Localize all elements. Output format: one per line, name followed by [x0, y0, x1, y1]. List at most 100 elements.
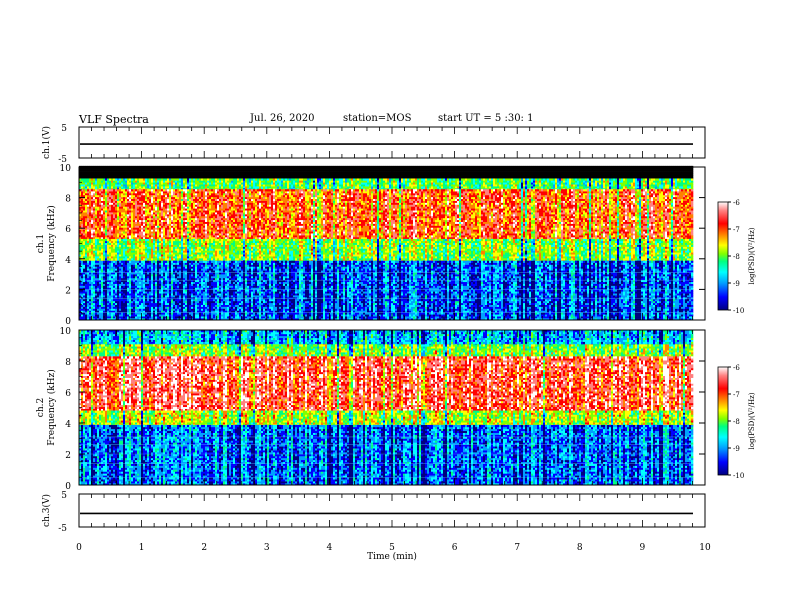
ch1-spectrogram-cell	[95, 172, 97, 174]
ch1-spectrogram-cell	[97, 182, 99, 184]
ch1-spectrogram-cell	[89, 303, 91, 305]
ch1-spectrogram-cell	[89, 299, 91, 301]
ch1-spectrogram-cell	[89, 247, 91, 249]
ch1-spectrogram-cell	[85, 203, 87, 205]
ch1-spectrogram-cell	[83, 210, 85, 212]
ch1-spectrogram-cell	[87, 168, 89, 170]
ch1-spectrogram-cell	[93, 247, 95, 249]
ch1-spectrogram-cell	[93, 239, 95, 241]
ch1-spectrogram-cell	[87, 307, 89, 309]
ch1-spectrogram-cell	[97, 212, 99, 214]
ch1-spectrogram-cell	[81, 309, 83, 311]
ch1-spectrogram-cell	[91, 204, 93, 206]
ch1-spectrogram-cell	[89, 245, 91, 247]
ch1-spectrogram-cell	[83, 278, 85, 280]
ch1-spectrogram-cell	[95, 252, 97, 254]
ch1-spectrogram-cell	[85, 233, 87, 235]
ch1-spectrogram-cell	[93, 172, 95, 174]
ch1-spectrogram-cell	[95, 193, 97, 195]
ch1-spectrogram-cell	[89, 224, 91, 226]
ch1-spectrogram-cell	[89, 222, 91, 224]
ch1-spectrogram-cell	[89, 231, 91, 233]
ch1-spectrogram-cell	[85, 210, 87, 212]
ch1-spectrogram-cell	[95, 265, 97, 267]
ch1-spectrogram-cell	[81, 216, 83, 218]
ch1-spectrogram-cell	[81, 201, 83, 203]
ch1-spectrogram-cell	[91, 258, 93, 260]
ch1-spectrogram-cell	[97, 224, 99, 226]
ch1-spectrogram-cell	[85, 291, 87, 293]
ch1-spectrogram-cell	[81, 210, 83, 212]
ch1-spectrogram-cell	[87, 216, 89, 218]
ch1-spectrogram-cell	[81, 224, 83, 226]
ch1-spectrogram-cell	[87, 263, 89, 265]
ch1-spectrogram-cell	[93, 229, 95, 231]
ch1-spectrogram-cell	[93, 282, 95, 284]
ch1-spectrogram-cell	[97, 216, 99, 218]
ch1-spectrogram-cell	[81, 186, 83, 188]
ch1-spectrogram-cell	[89, 316, 91, 318]
ch1-spectrogram-cell	[91, 237, 93, 239]
ch1-spectrogram-cell	[91, 210, 93, 212]
ch1-spectrogram-cell	[93, 226, 95, 228]
ch1-spectrogram-cell	[83, 241, 85, 243]
ch1-spectrogram-cell	[83, 254, 85, 256]
ch1-spectrogram-cell	[97, 261, 99, 263]
ch1-spectrogram-cell	[95, 226, 97, 228]
ch1-spectrogram-cell	[93, 316, 95, 318]
ch1-spectrogram-cell	[91, 233, 93, 235]
ch1-spectrogram-cell	[99, 175, 101, 177]
ch1-spectrogram-cell	[83, 186, 85, 188]
ch1-spectrogram-cell	[87, 201, 89, 203]
ch1-spectrogram-cell	[89, 204, 91, 206]
ch1-spectrogram-cell	[83, 182, 85, 184]
ch1-spectrogram-cell	[93, 222, 95, 224]
ch1-spectrogram-cell	[95, 206, 97, 208]
ch1-spectrogram-cell	[85, 270, 87, 272]
ch1-spectrogram-cell	[81, 175, 83, 177]
ch1-spectrogram-cell	[85, 235, 87, 237]
ch1-spectrogram-cell	[95, 270, 97, 272]
ch1-spectrogram-cell	[83, 245, 85, 247]
ch1-spectrogram-cell	[87, 261, 89, 263]
ch1-spectrogram-cell	[93, 278, 95, 280]
ch1-spectrogram-cell	[89, 229, 91, 231]
ch1-spectrogram-cell	[91, 309, 93, 311]
ch1-spectrogram-cell	[93, 170, 95, 172]
ch1-spectrogram-cell	[97, 268, 99, 270]
ch1-spectrogram-cell	[83, 314, 85, 316]
ch1-spectrogram-cell	[87, 299, 89, 301]
ch1-spectrogram-cell	[95, 231, 97, 233]
ch1-spectrogram-cell	[81, 239, 83, 241]
ch1-spectrogram-cell	[97, 237, 99, 239]
ch1-spectrogram-cell	[83, 316, 85, 318]
ch1-spectrogram-cell	[97, 193, 99, 195]
ch1-spectrogram-cell	[85, 254, 87, 256]
ch1-spectrogram-cell	[87, 193, 89, 195]
ch1-spectrogram-cell	[87, 197, 89, 199]
ch1-spectrogram-cell	[91, 299, 93, 301]
ch1-spectrogram-cell	[85, 237, 87, 239]
ch1-spectrogram-cell	[91, 222, 93, 224]
ch1-spectrogram-cell	[97, 231, 99, 233]
ch1-spectrogram-cell	[91, 268, 93, 270]
ch1-spectrogram-cell	[87, 245, 89, 247]
ch1-spectrogram-cell	[93, 195, 95, 197]
ch1-spectrogram-cell	[89, 278, 91, 280]
ch1-spectrogram-cell	[81, 206, 83, 208]
ch1-spectrogram-cell	[87, 182, 89, 184]
ch1-spectrogram-cell	[89, 276, 91, 278]
ch1-spectrogram-cell	[85, 201, 87, 203]
ch1-spectrogram-cell	[85, 175, 87, 177]
ch1-spectrogram-cell	[85, 309, 87, 311]
ch1-spectrogram-cell	[93, 233, 95, 235]
ch1-spectrogram-cell	[87, 291, 89, 293]
ch1-spectrogram-cell	[91, 254, 93, 256]
ch1-spectrogram-cell	[87, 195, 89, 197]
ch1-spectrogram-cell	[89, 256, 91, 258]
ch1-spectrogram-cell	[95, 168, 97, 170]
ch1-spectrogram-cell	[91, 229, 93, 231]
ch1-spectrogram-cell	[97, 206, 99, 208]
ch1-spectrogram-cell	[83, 247, 85, 249]
ch1-spectrogram-cell	[97, 282, 99, 284]
